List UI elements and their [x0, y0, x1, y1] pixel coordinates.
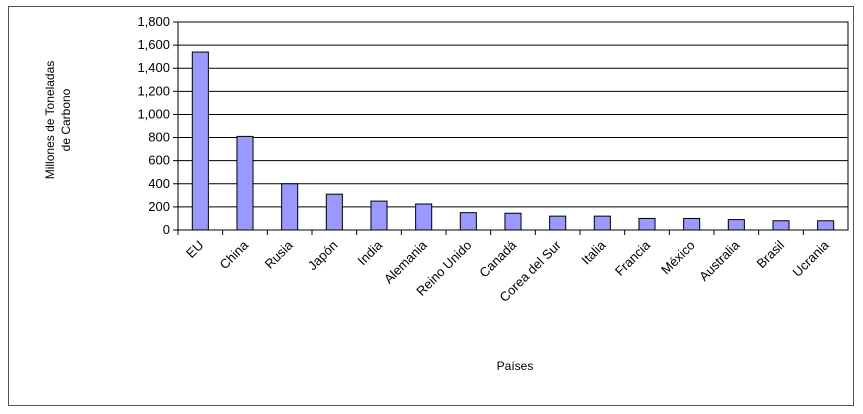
bar	[593, 215, 611, 231]
x-tick-label: India	[355, 237, 386, 268]
bar	[504, 212, 522, 231]
x-tick-label: Brasil	[754, 237, 788, 271]
bar	[638, 217, 656, 231]
bar	[191, 51, 209, 231]
y-tick-label: 0	[163, 222, 170, 237]
bar	[772, 220, 790, 231]
x-axis-title: Países	[497, 359, 534, 373]
x-tick-label: Francia	[612, 237, 654, 279]
bar	[281, 183, 299, 231]
y-axis-title: Millones de Toneladas de Carbono	[43, 61, 73, 180]
y-axis-title-line-2: de Carbono	[59, 88, 73, 151]
bar	[415, 203, 433, 231]
x-tick-label: Ucrania	[790, 237, 833, 280]
x-tick-label: EU	[183, 238, 206, 261]
x-tick-label: Rusia	[262, 237, 297, 272]
bar	[325, 193, 343, 231]
bar	[370, 200, 388, 231]
x-tick-label: China	[216, 237, 251, 272]
y-tick-label: 200	[148, 199, 170, 214]
x-tick-label: Australia	[696, 237, 743, 284]
x-tick-label: Canadá	[476, 237, 519, 280]
bar	[459, 212, 477, 231]
y-tick-label: 1,400	[137, 60, 170, 75]
y-tick-label: 1,600	[137, 37, 170, 52]
y-tick-label: 600	[148, 153, 170, 168]
y-tick-label: 1,000	[137, 106, 170, 121]
x-tick-label: Japón	[305, 238, 341, 274]
y-tick-label: 800	[148, 130, 170, 145]
plot-background	[177, 21, 849, 231]
x-tick-label: Italia	[578, 237, 609, 268]
bar	[236, 135, 254, 231]
y-tick-label: 1,800	[137, 14, 170, 29]
bar	[683, 217, 701, 231]
y-axis-title-line-1: Millones de Toneladas	[43, 61, 57, 180]
bar	[549, 215, 567, 231]
y-tick-label: 1,200	[137, 83, 170, 98]
bar	[817, 220, 835, 231]
plot-area: 0 200 400 600 800 1,000 1,200 1,400 1,600 1,800 EU…	[137, 14, 849, 305]
bar	[727, 219, 745, 231]
x-tick-label: México	[658, 238, 698, 278]
y-tick-label: 400	[148, 176, 170, 191]
